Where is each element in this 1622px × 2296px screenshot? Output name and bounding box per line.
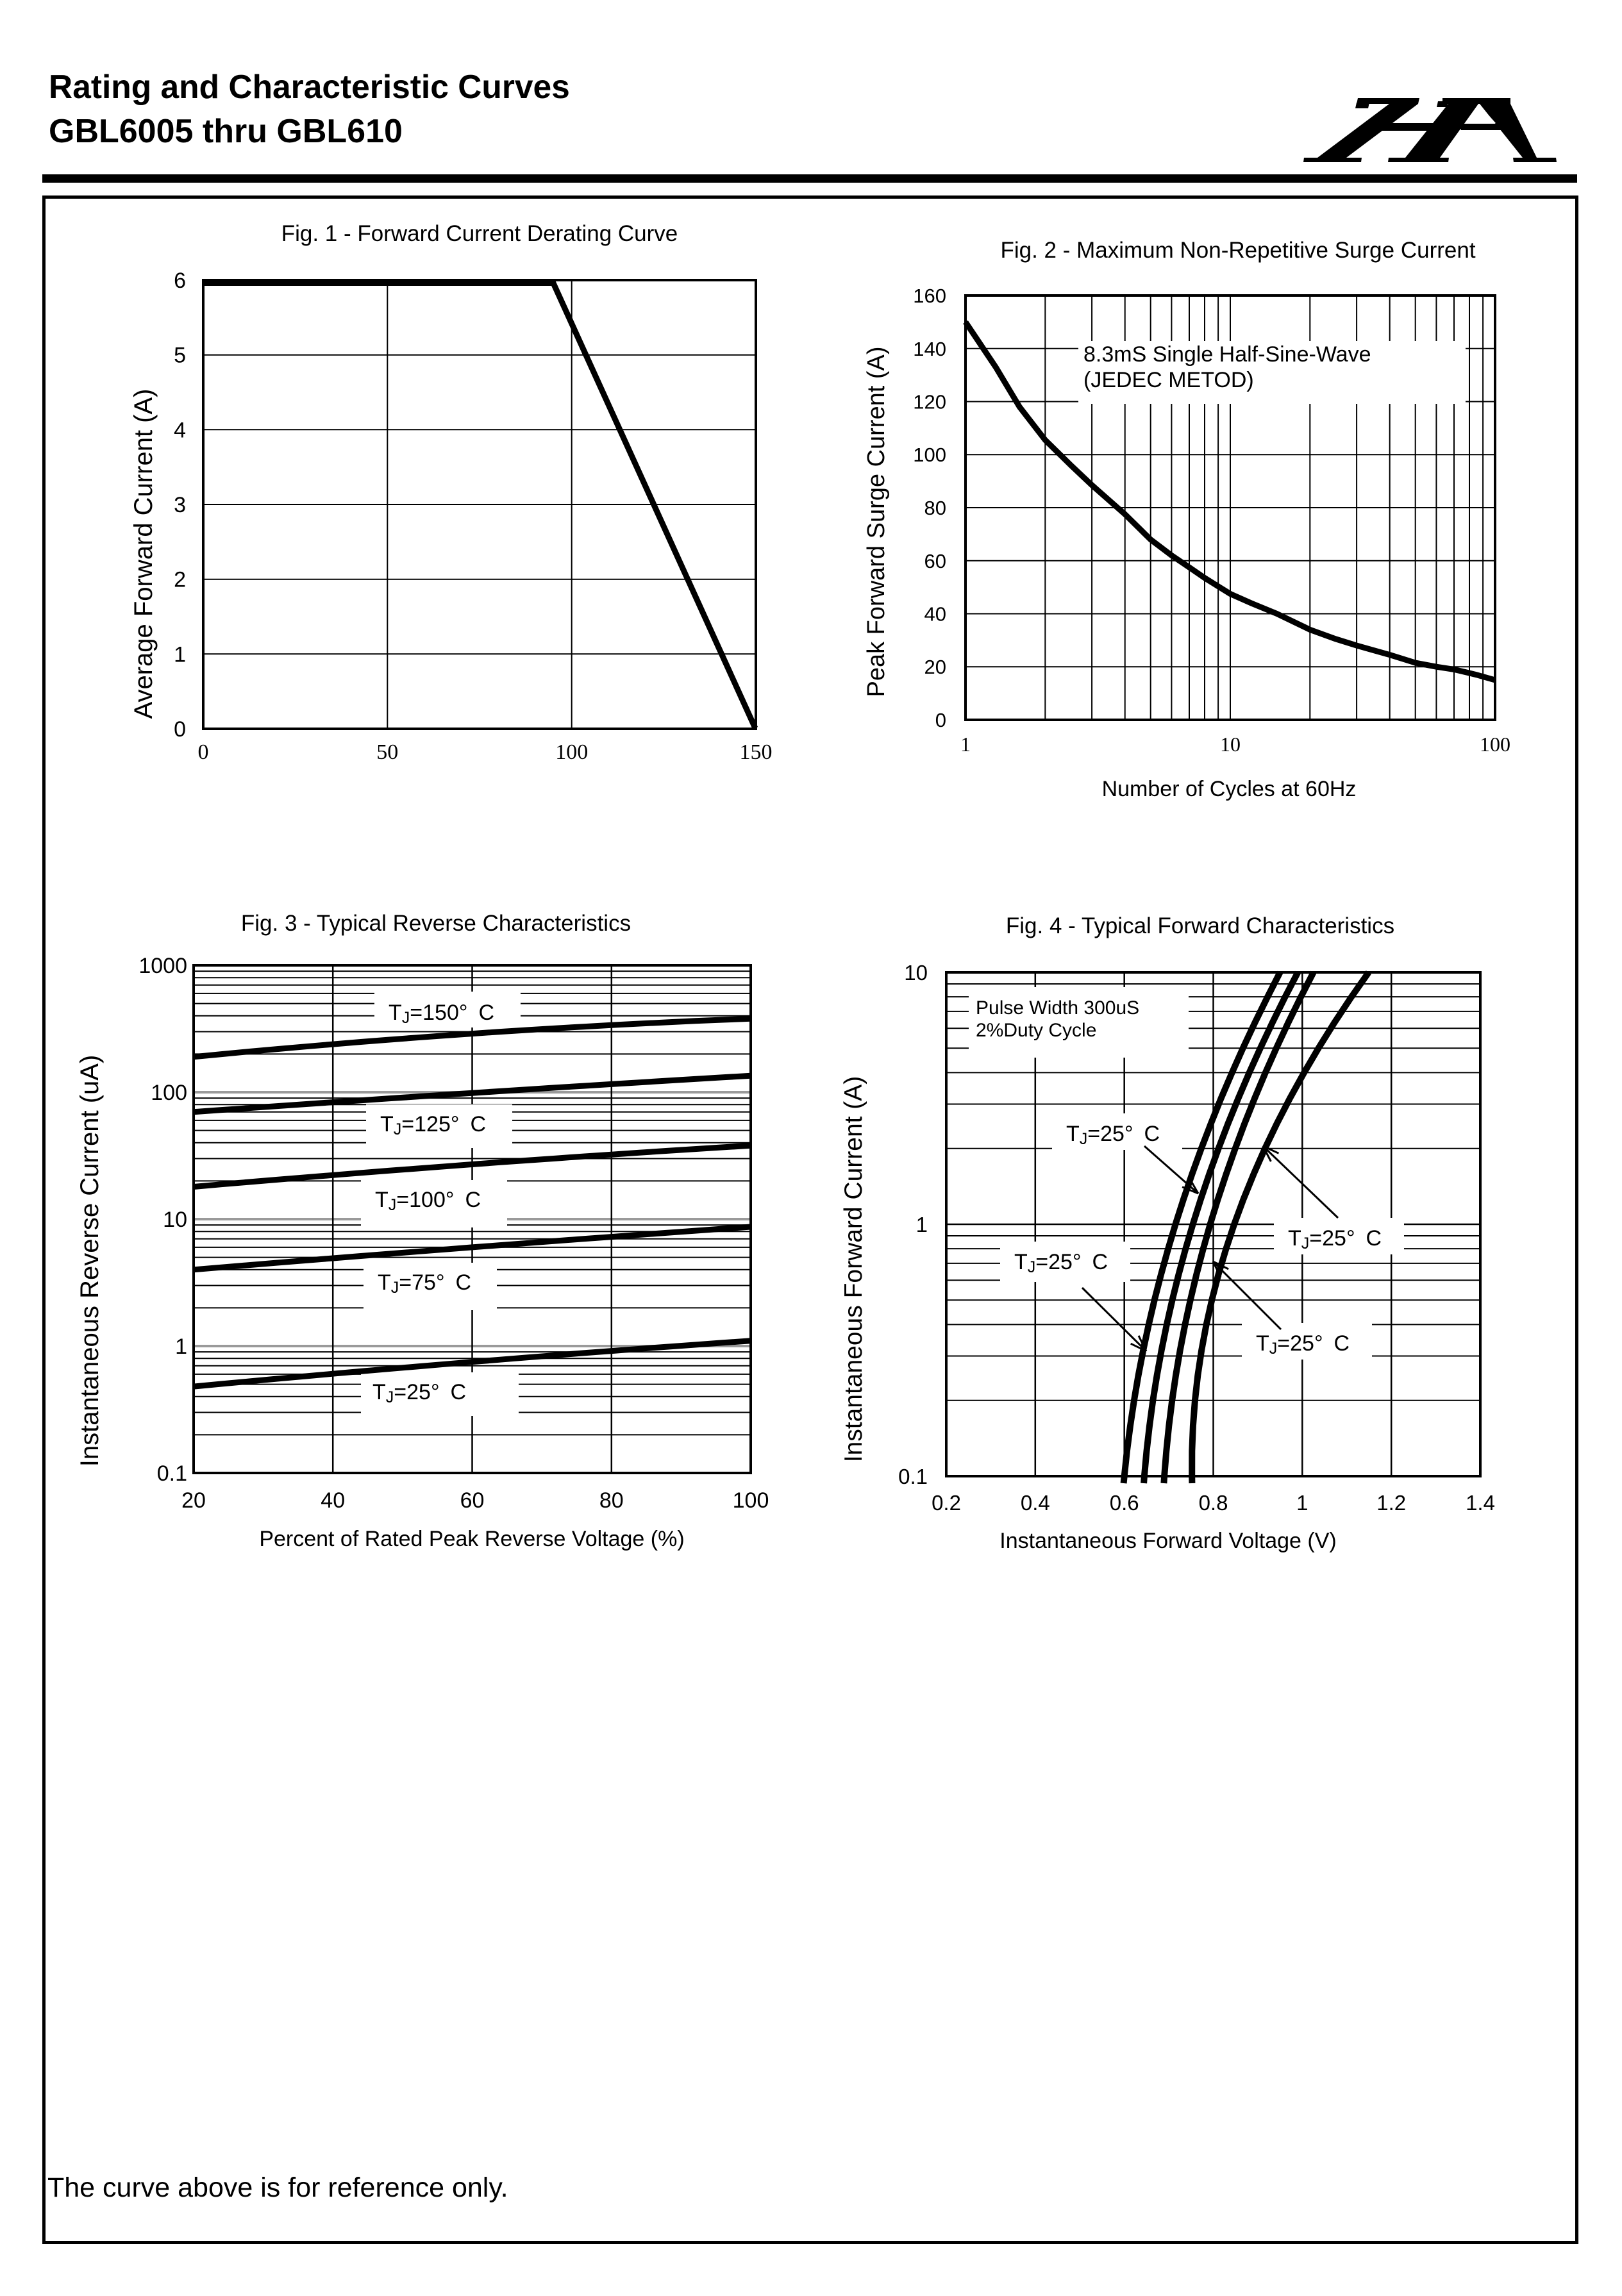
svg-text:Instantaneous Forward Current: Instantaneous Forward Current (A) <box>840 1076 867 1463</box>
svg-text:Peak Forward Surge Current (A): Peak Forward Surge Current (A) <box>863 347 890 697</box>
svg-text:Instantaneous Forward Voltage: Instantaneous Forward Voltage (V) <box>999 1529 1336 1553</box>
svg-text:100: 100 <box>1480 733 1510 756</box>
svg-text:The curve above is for referen: The curve above is for reference only. <box>47 2172 508 2203</box>
svg-text:6: 6 <box>174 269 186 293</box>
svg-text:Number of Cycles at 60Hz: Number of Cycles at 60Hz <box>1102 777 1357 801</box>
svg-text:100: 100 <box>151 1081 187 1105</box>
svg-text:8.3mS Single Half-Sine-Wave: 8.3mS Single Half-Sine-Wave <box>1083 342 1371 367</box>
svg-text:0: 0 <box>935 709 946 731</box>
svg-text:60: 60 <box>924 550 946 572</box>
svg-text:120: 120 <box>913 391 946 413</box>
svg-text:0: 0 <box>174 717 186 742</box>
svg-text:1: 1 <box>916 1213 928 1236</box>
svg-text:TJ=25° C: TJ=25° C <box>1066 1122 1160 1148</box>
svg-text:160: 160 <box>913 285 946 307</box>
svg-text:TJ=25° C: TJ=25° C <box>1288 1226 1382 1252</box>
svg-text:4: 4 <box>174 418 186 442</box>
svg-text:3: 3 <box>174 493 186 517</box>
svg-text:(JEDEC METOD): (JEDEC METOD) <box>1083 368 1254 392</box>
svg-text:Rating and Characteristic Curv: Rating and Characteristic Curves <box>49 68 570 105</box>
svg-text:40: 40 <box>924 603 946 626</box>
svg-text:40: 40 <box>321 1488 345 1513</box>
svg-text:0.1: 0.1 <box>157 1461 187 1486</box>
svg-text:10: 10 <box>163 1208 187 1232</box>
svg-text:0.1: 0.1 <box>898 1465 928 1488</box>
svg-text:0: 0 <box>198 740 209 764</box>
svg-text:80: 80 <box>599 1488 624 1513</box>
svg-text:0.4: 0.4 <box>1021 1491 1050 1515</box>
svg-text:20: 20 <box>181 1488 206 1513</box>
svg-text:0.8: 0.8 <box>1199 1491 1228 1515</box>
svg-text:GBL6005 thru GBL610: GBL6005 thru GBL610 <box>49 113 403 150</box>
svg-text:TJ=125° C: TJ=125° C <box>380 1112 486 1138</box>
svg-text:5: 5 <box>174 344 186 368</box>
svg-text:2: 2 <box>174 568 186 592</box>
svg-text:Fig. 2 - Maximum Non-Repetitiv: Fig. 2 - Maximum Non-Repetitive Surge Cu… <box>1000 238 1475 263</box>
svg-text:Percent of Rated Peak Reverse: Percent of Rated Peak Reverse Voltage (%… <box>259 1527 684 1551</box>
svg-text:1: 1 <box>174 642 186 667</box>
svg-text:100: 100 <box>733 1488 769 1513</box>
svg-text:Fig. 3 - Typical Reverse Chara: Fig. 3 - Typical Reverse Characteristics <box>241 911 631 936</box>
svg-text:Instantaneous Reverse Current: Instantaneous Reverse Current (uA) <box>76 1055 104 1467</box>
svg-text:10: 10 <box>904 961 928 985</box>
svg-text:1: 1 <box>1296 1491 1308 1515</box>
svg-text:100: 100 <box>555 740 588 764</box>
svg-text:1: 1 <box>960 733 971 756</box>
svg-text:150: 150 <box>740 740 773 764</box>
svg-text:TJ=25° C: TJ=25° C <box>372 1380 466 1406</box>
svg-text:140: 140 <box>913 338 946 360</box>
svg-text:1: 1 <box>175 1335 187 1359</box>
svg-text:100: 100 <box>913 444 946 466</box>
svg-text:TJ=25° C: TJ=25° C <box>1014 1250 1108 1276</box>
svg-text:Fig. 1 - Forward Current Derat: Fig. 1 - Forward Current Derating Curve <box>281 221 678 246</box>
svg-text:2%Duty Cycle: 2%Duty Cycle <box>976 1020 1096 1041</box>
svg-text:Average Forward Current (A): Average Forward Current (A) <box>130 389 158 719</box>
svg-text:1.4: 1.4 <box>1466 1491 1495 1515</box>
svg-text:0.6: 0.6 <box>1110 1491 1139 1515</box>
svg-text:0.2: 0.2 <box>932 1491 961 1515</box>
svg-text:10: 10 <box>1220 733 1241 756</box>
svg-text:Pulse Width 300uS: Pulse Width 300uS <box>976 997 1139 1019</box>
svg-text:1000: 1000 <box>138 954 187 978</box>
svg-text:Fig. 4 - Typical Forward Chara: Fig. 4 - Typical Forward Characteristics <box>1006 913 1394 938</box>
svg-text:50: 50 <box>376 740 398 764</box>
svg-text:1.2: 1.2 <box>1376 1491 1406 1515</box>
svg-text:20: 20 <box>924 656 946 678</box>
svg-text:80: 80 <box>924 497 946 519</box>
svg-text:60: 60 <box>460 1488 485 1513</box>
